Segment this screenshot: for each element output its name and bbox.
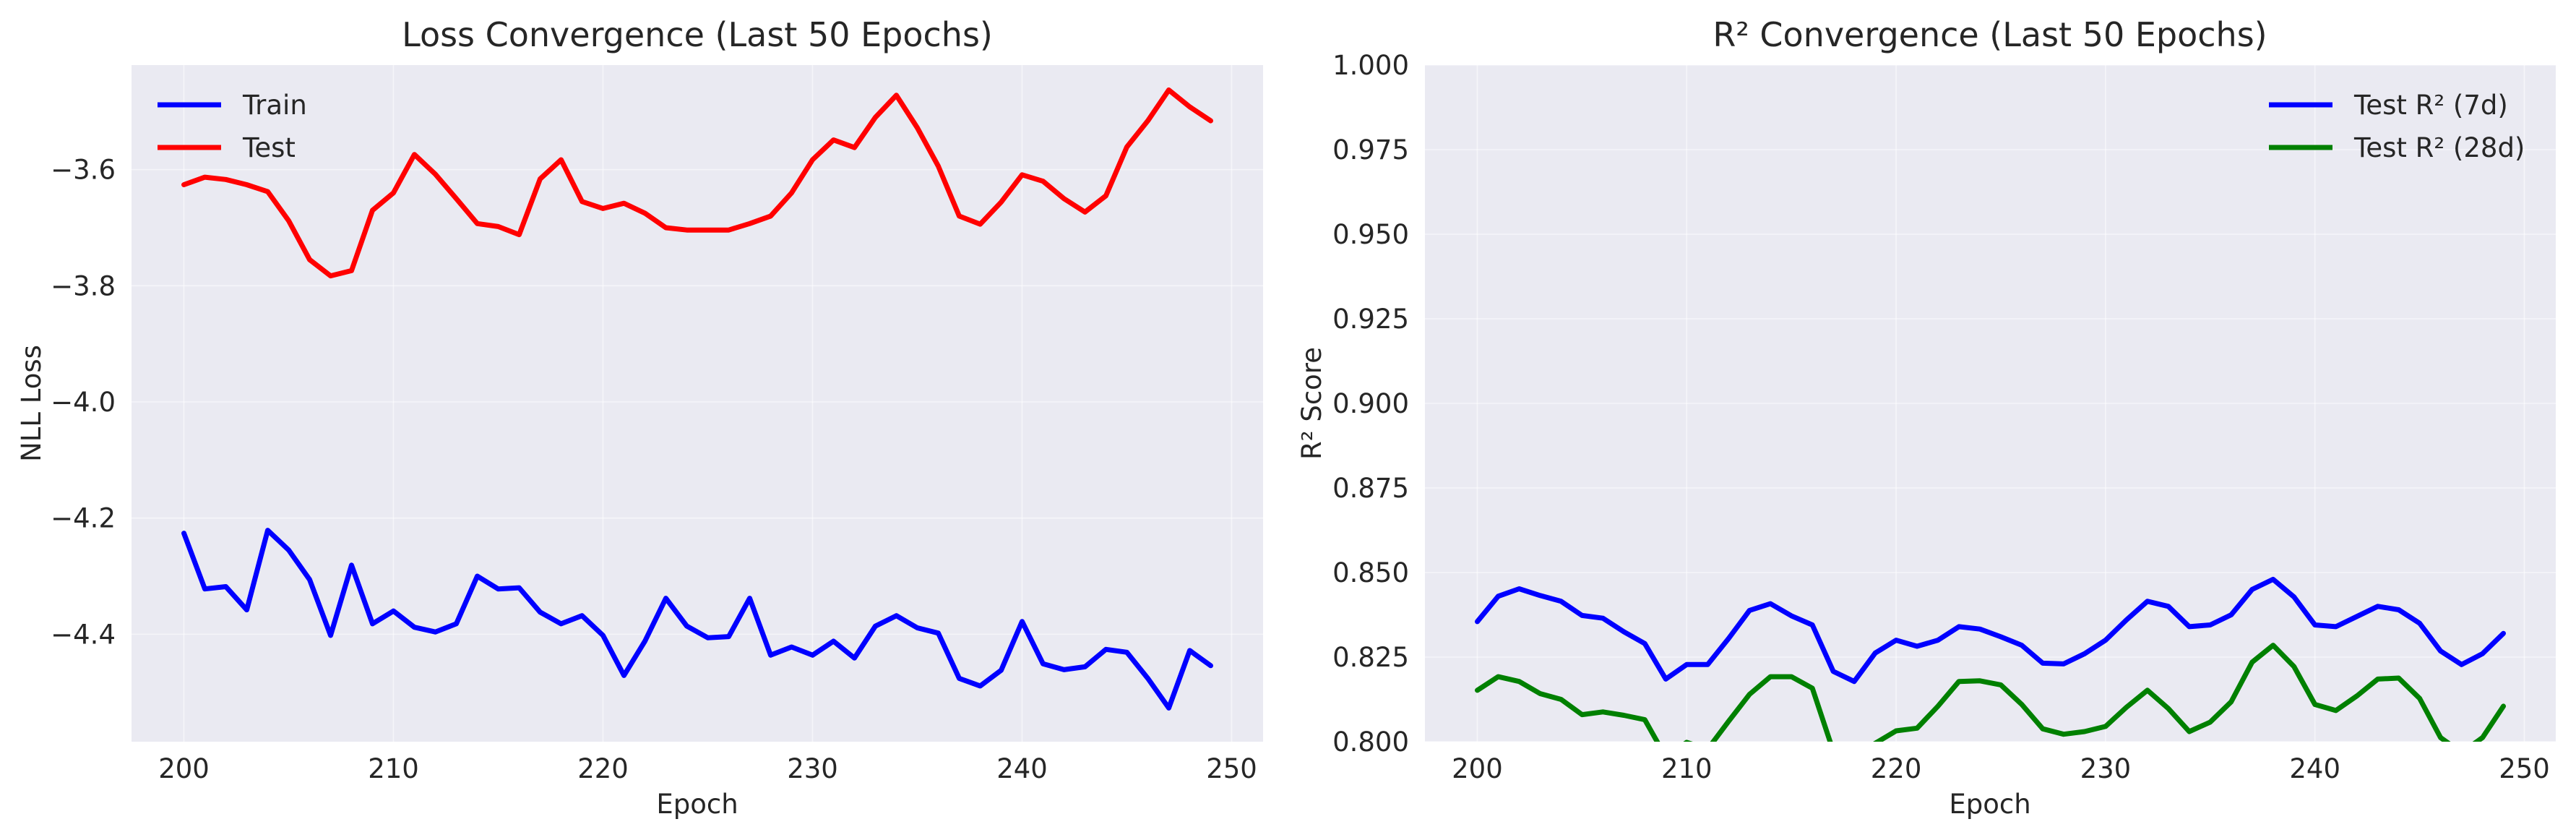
loss-x-tick-250: 250	[1206, 753, 1257, 784]
loss-convergence-chart: 200 210 220 230 240 250 −4.4−4.2−4.0−3.8−3.6 …	[16, 15, 1263, 820]
loss-y-tick-4: −3.6	[51, 155, 116, 186]
r2-x-tick-220: 220	[1871, 753, 1922, 784]
loss-grid	[132, 65, 1263, 742]
r2-convergence-chart: 200 210 220 230 240 250 0.8000.8250.8500.8750…	[1296, 15, 2556, 820]
loss-plot-area	[132, 65, 1263, 742]
r2-x-tick-210: 210	[1661, 753, 1713, 784]
loss-x-tick-240: 240	[996, 753, 1048, 784]
loss-y-axis-label: NLL Loss	[16, 345, 47, 462]
loss-series	[181, 87, 1213, 711]
r2-y-tick-1: 0.825	[1332, 642, 1409, 673]
loss-x-axis-label: Epoch	[656, 789, 738, 820]
r2-y-tick-0: 0.800	[1332, 727, 1409, 758]
r2-y-tick-4: 0.900	[1332, 388, 1409, 419]
loss-x-tick-200: 200	[158, 753, 210, 784]
r2-x-axis-label: Epoch	[1949, 789, 2030, 820]
legend-label-r2-7d: Test R² (7d)	[2353, 90, 2508, 121]
r2-y-tick-5: 0.925	[1332, 304, 1409, 335]
loss-x-ticks: 200 210 220 230 240 250	[158, 753, 1257, 784]
r2-y-ticks: 0.800 0.825 0.850 0.875 0.900 0.925 0.950 0.975…	[1332, 50, 1409, 758]
r2-x-tick-250: 250	[2499, 753, 2550, 784]
r2-x-tick-200: 200	[1452, 753, 1503, 784]
r2-y-tick-8: 1.000	[1332, 50, 1409, 81]
r2-series-line-1	[1475, 643, 2506, 742]
r2-chart-title: R² Convergence (Last 50 Epochs)	[1713, 15, 2267, 54]
r2-y-axis-label: R² Score	[1296, 347, 1327, 460]
r2-x-ticks: 200 210 220 230 240 250	[1452, 753, 2550, 784]
loss-x-tick-230: 230	[787, 753, 838, 784]
r2-series	[1475, 576, 2506, 742]
r2-series-line-0	[1475, 576, 2506, 685]
loss-y-tick-0: −4.4	[51, 619, 116, 650]
loss-x-tick-220: 220	[577, 753, 629, 784]
loss-y-tick-3: −3.8	[51, 270, 116, 301]
legend-label-train: Train	[242, 90, 307, 121]
loss-series-line-0	[181, 528, 1213, 711]
loss-y-ticks: −4.4 −4.2 −4.0 −3.8 −3.6	[51, 155, 116, 651]
r2-legend: Test R² (7d) Test R² (28d)	[2269, 90, 2525, 163]
r2-grid	[1425, 64, 2556, 742]
r2-y-tick-6: 0.950	[1332, 219, 1409, 250]
legend-label-r2-28d: Test R² (28d)	[2353, 132, 2525, 163]
loss-chart-title: Loss Convergence (Last 50 Epochs)	[402, 15, 993, 54]
legend-label-test: Test	[242, 132, 296, 163]
r2-y-tick-7: 0.975	[1332, 134, 1409, 166]
loss-y-tick-2: −4.0	[51, 387, 116, 418]
r2-y-tick-2: 0.850	[1332, 557, 1409, 588]
r2-x-tick-240: 240	[2289, 753, 2340, 784]
r2-x-tick-230: 230	[2080, 753, 2132, 784]
loss-legend: Train Test	[158, 90, 307, 163]
loss-x-tick-210: 210	[368, 753, 419, 784]
loss-series-line-1	[181, 87, 1213, 279]
r2-y-tick-3: 0.875	[1332, 473, 1409, 504]
loss-y-tick-1: −4.2	[51, 503, 116, 534]
